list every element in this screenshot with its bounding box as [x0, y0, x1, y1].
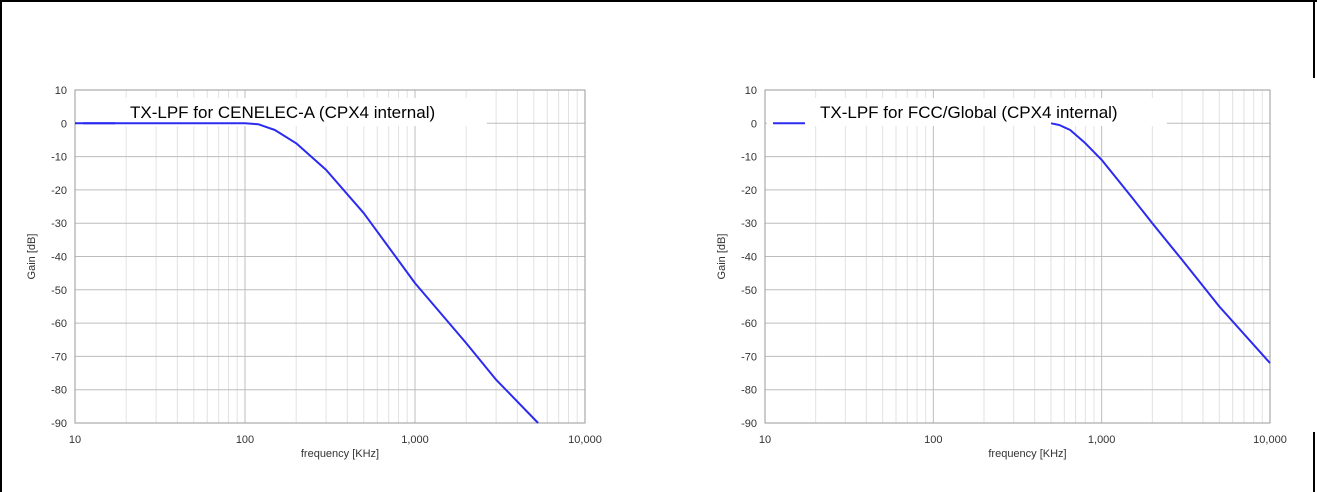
y-tick-label: -70 [741, 351, 757, 363]
y-tick-label: -50 [741, 285, 757, 297]
plot-area-border [764, 89, 1271, 424]
x-tick-label: 10,000 [568, 434, 602, 446]
y-tick-label: -20 [741, 185, 757, 197]
x-tick-label: 1,000 [401, 434, 429, 446]
legend-label: TX-LPF for FCC/Global (CPX4 internal) [820, 103, 1118, 122]
y-axis-label: Gain [dB] [716, 234, 728, 280]
x-tick-label: 10 [69, 434, 81, 446]
y-tick-label: -30 [51, 218, 67, 230]
y-tick-label: 10 [55, 85, 67, 97]
x-tick-label: 10,000 [1253, 434, 1287, 446]
x-axis-label: frequency [KHz] [988, 448, 1066, 460]
y-tick-label: -70 [51, 351, 67, 363]
y-tick-label: -80 [51, 385, 67, 397]
y-tick-label: -40 [51, 252, 67, 264]
y-tick-label: 10 [745, 85, 757, 97]
legend-label: TX-LPF for CENELEC-A (CPX4 internal) [130, 103, 435, 122]
y-tick-label: -80 [741, 385, 757, 397]
y-tick-label: -60 [51, 318, 67, 330]
y-tick-label: -30 [741, 218, 757, 230]
x-tick-label: 100 [924, 434, 942, 446]
x-tick-label: 1,000 [1088, 434, 1116, 446]
x-axis-label: frequency [KHz] [301, 448, 379, 460]
y-tick-label: 0 [751, 118, 757, 130]
y-tick-label: -10 [51, 152, 67, 164]
series-line [75, 122, 539, 424]
plot-area-border [74, 89, 586, 424]
y-tick-label: -90 [51, 418, 67, 430]
series-line [1050, 122, 1271, 364]
legend-box [77, 98, 487, 126]
y-axis-label: Gain [dB] [26, 234, 38, 280]
y-tick-label: -40 [741, 252, 757, 264]
x-tick-label: 10 [759, 434, 771, 446]
y-tick-label: -20 [51, 185, 67, 197]
y-tick-label: -90 [741, 418, 757, 430]
y-tick-label: -60 [741, 318, 757, 330]
x-tick-label: 100 [236, 434, 254, 446]
legend-box [767, 98, 1167, 126]
y-tick-label: -10 [741, 152, 757, 164]
y-tick-label: 0 [61, 118, 67, 130]
y-tick-label: -50 [51, 285, 67, 297]
